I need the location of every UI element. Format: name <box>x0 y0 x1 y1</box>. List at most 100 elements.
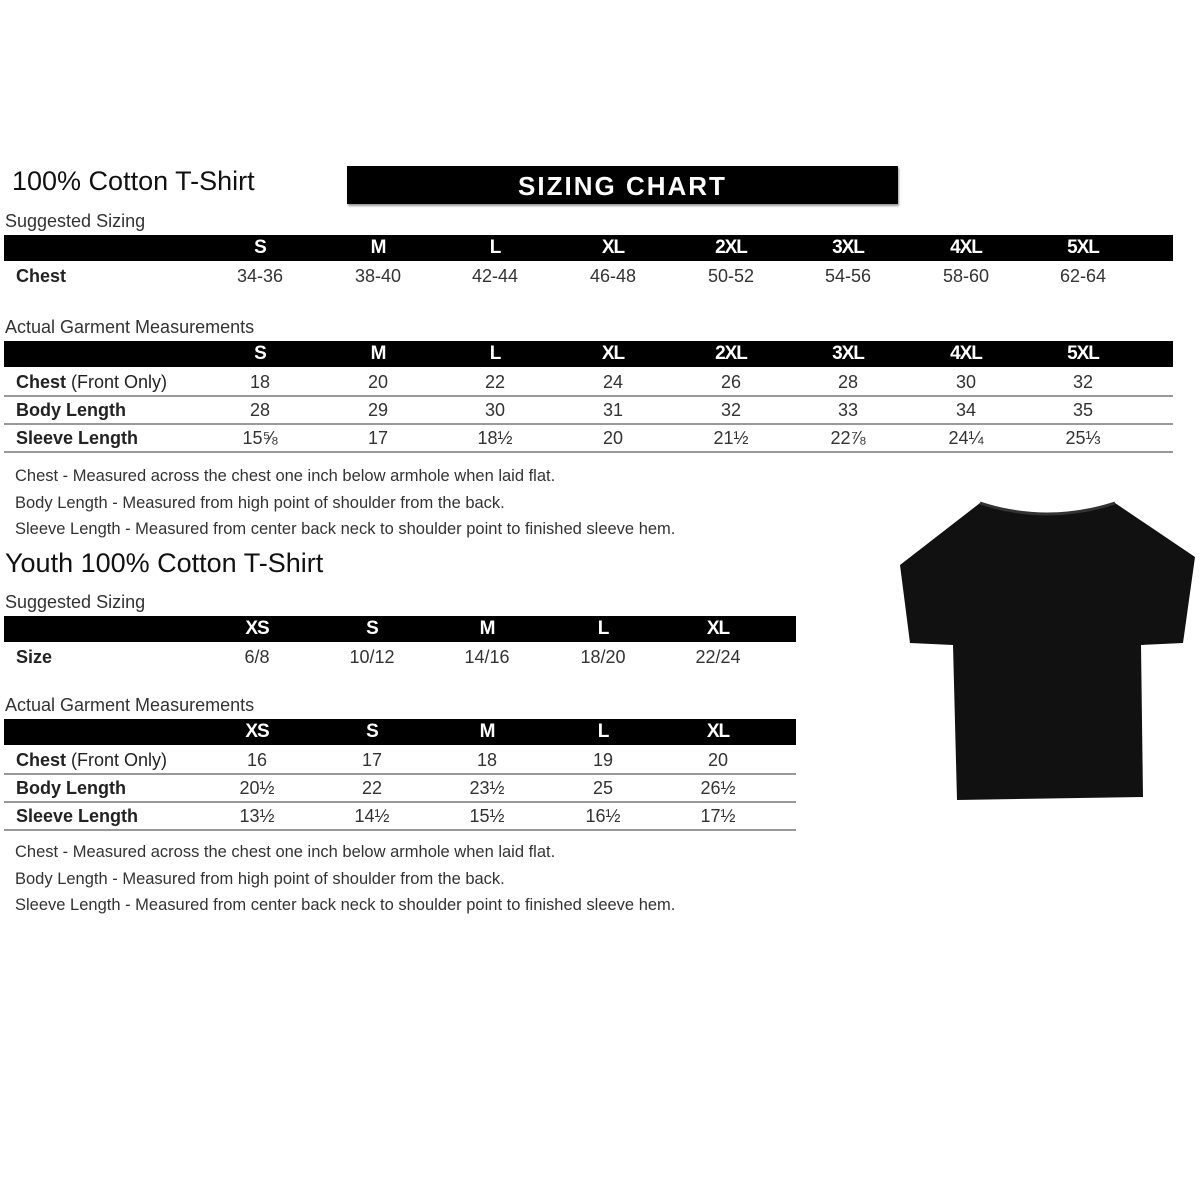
sizing-chart-banner: SIZING CHART <box>347 166 898 204</box>
size-header: L <box>489 237 502 258</box>
size-header: XS <box>245 618 269 639</box>
table-cell: 42-44 <box>471 266 519 286</box>
size-header: M <box>479 721 496 742</box>
table-row: Sleeve Length 15⅝ 17 18½ 20 21½ 22⅞ 24¼ 25⅓ <box>4 425 1173 453</box>
size-header: M <box>479 618 496 639</box>
size-header-bar: S M L XL 2XL 3XL 4XL 5XL <box>4 235 1173 261</box>
size-header-bar: S M L XL 2XL 3XL 4XL 5XL <box>4 341 1173 367</box>
size-header: XL <box>601 343 625 364</box>
size-header: 4XL <box>950 343 983 364</box>
table-cell: 22/24 <box>695 647 741 667</box>
row-label-text: Body Length <box>16 400 126 420</box>
table-cell: 54-56 <box>824 266 872 286</box>
size-header: S <box>254 343 267 364</box>
table-cell: 20 <box>367 372 389 392</box>
row-label: Chest (Front Only) <box>16 750 167 771</box>
table-cell: 17 <box>361 750 383 770</box>
row-label: Size <box>16 647 52 668</box>
table-cell: 18/20 <box>580 647 626 667</box>
table-row: Body Length 28 29 30 31 32 33 34 35 <box>4 397 1173 425</box>
size-header: 5XL <box>1067 237 1100 258</box>
size-header: XS <box>245 721 269 742</box>
table-row: Body Length 20½ 22 23½ 25 26½ <box>4 775 796 803</box>
table-cell: 17½ <box>700 806 736 826</box>
size-header: L <box>597 721 610 742</box>
table-cell: 26 <box>720 372 742 392</box>
table-cell: 22 <box>361 778 383 798</box>
table-cell: 22 <box>484 372 506 392</box>
row-divider <box>4 829 796 831</box>
youth-title: Youth 100% Cotton T-Shirt <box>5 548 324 578</box>
row-label: Body Length <box>16 400 126 421</box>
row-label-text: Chest <box>16 750 67 770</box>
table-cell: 16½ <box>585 806 621 826</box>
row-label-text: Sleeve Length <box>16 428 139 448</box>
adult-suggested-label: Suggested Sizing <box>5 211 146 231</box>
table-cell: 14/16 <box>464 647 510 667</box>
size-header: 3XL <box>832 237 865 258</box>
table-cell: 30 <box>484 400 506 420</box>
table-row: Chest (Front Only) 18 20 22 24 26 28 30 32 <box>4 369 1173 397</box>
row-divider <box>4 773 796 775</box>
table-cell: 18 <box>249 372 271 392</box>
row-label-text: Chest <box>16 266 67 286</box>
size-header: S <box>366 618 379 639</box>
measurement-note: Chest - Measured across the chest one in… <box>15 843 556 861</box>
measurement-note: Sleeve Length - Measured from center bac… <box>15 896 676 914</box>
row-label-suffix: (Front Only) <box>71 750 168 770</box>
table-cell: 20 <box>602 428 624 448</box>
table-cell: 46-48 <box>589 266 637 286</box>
table-cell: 10/12 <box>349 647 395 667</box>
size-header: L <box>489 343 502 364</box>
youth-suggested-label: Suggested Sizing <box>5 592 146 612</box>
table-cell: 58-60 <box>942 266 990 286</box>
table-cell: 38-40 <box>354 266 402 286</box>
table-cell: 24¼ <box>948 428 984 448</box>
size-header: M <box>370 237 387 258</box>
table-cell: 13½ <box>239 806 275 826</box>
size-header: XL <box>706 618 730 639</box>
size-header: 2XL <box>715 237 748 258</box>
table-row: Chest 34-36 38-40 42-44 46-48 50-52 54-56 58-60… <box>4 263 1173 291</box>
table-cell: 29 <box>367 400 389 420</box>
measurement-note: Body Length - Measured from high point o… <box>15 493 505 512</box>
table-cell: 50-52 <box>707 266 755 286</box>
row-divider <box>4 451 1173 453</box>
table-cell: 25⅓ <box>1065 428 1101 448</box>
measurement-note: Chest - Measured across the chest one in… <box>15 467 556 485</box>
size-header: XL <box>601 237 625 258</box>
table-cell: 22⅞ <box>830 428 866 448</box>
row-label-text: Sleeve Length <box>16 806 139 826</box>
table-cell: 16 <box>246 750 268 770</box>
size-header: S <box>254 237 267 258</box>
size-header: 3XL <box>832 343 865 364</box>
table-cell: 18 <box>476 750 498 770</box>
size-header: 5XL <box>1067 343 1100 364</box>
table-cell: 34 <box>955 400 977 420</box>
table-cell: 20½ <box>239 778 275 798</box>
table-row: Chest (Front Only) 16 17 18 19 20 <box>4 747 796 775</box>
table-cell: 28 <box>249 400 271 420</box>
table-cell: 17 <box>367 428 389 448</box>
table-cell: 23½ <box>469 778 505 798</box>
size-header: M <box>370 343 387 364</box>
row-label: Sleeve Length <box>16 806 138 827</box>
table-cell: 6/8 <box>244 647 270 667</box>
measurement-note: Body Length - Measured from high point o… <box>15 869 505 888</box>
tshirt-icon <box>900 501 1195 800</box>
table-cell: 25 <box>592 778 614 798</box>
row-label-suffix: (Front Only) <box>71 372 168 392</box>
row-label: Chest (Front Only) <box>16 372 167 393</box>
row-divider <box>4 423 1173 425</box>
table-cell: 31 <box>602 400 624 420</box>
adult-suggested-table: S M L XL 2XL 3XL 4XL 5XL Chest 34-36 38-40 42-44 46-… <box>4 235 1173 286</box>
row-label: Body Length <box>16 778 126 799</box>
row-label: Chest <box>16 266 66 287</box>
table-cell: 19 <box>592 750 614 770</box>
table-cell: 34-36 <box>236 266 284 286</box>
row-divider <box>4 801 796 803</box>
row-label-text: Chest <box>16 372 67 392</box>
table-cell: 18½ <box>477 428 513 448</box>
table-cell: 35 <box>1072 400 1094 420</box>
